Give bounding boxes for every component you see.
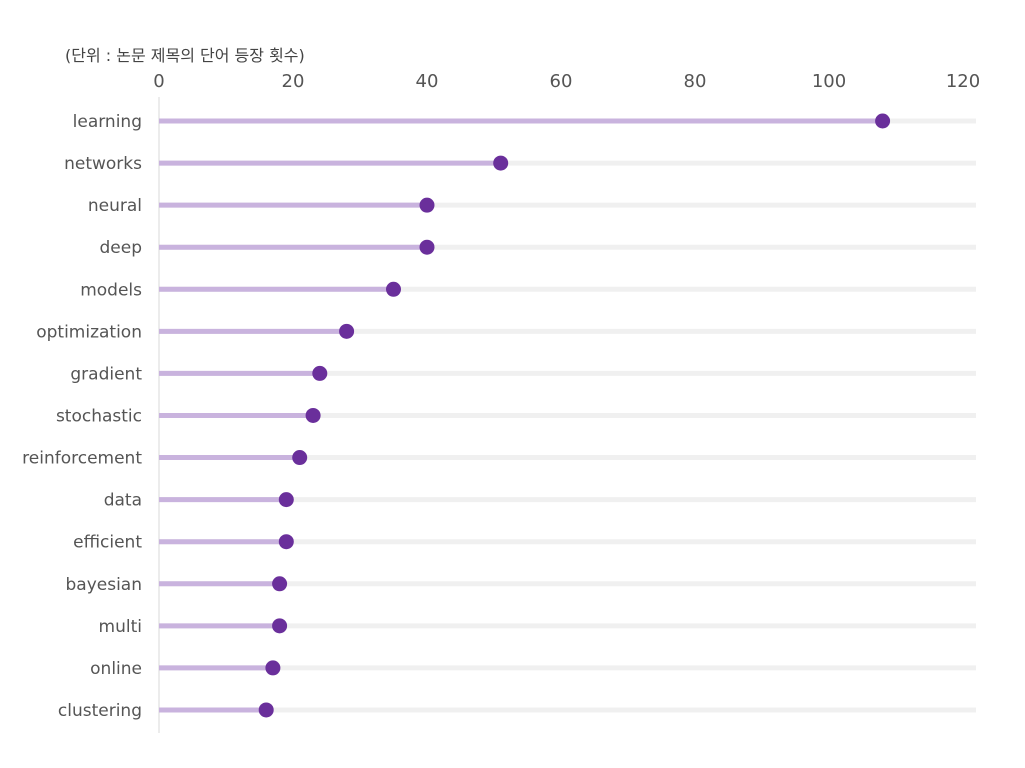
lollipop-dot <box>278 534 294 550</box>
lollipop-dot <box>272 618 288 634</box>
lollipop-dot <box>875 113 891 129</box>
lollipop-dot <box>493 155 509 171</box>
category-label: learning <box>73 112 142 132</box>
lollipop-dot <box>258 702 274 718</box>
lollipop-dot <box>386 281 401 297</box>
lollipop-dot <box>419 197 435 213</box>
category-label: online <box>90 659 142 679</box>
lollipop-dot <box>265 660 281 676</box>
category-label: clustering <box>58 701 142 721</box>
x-tick-label: 0 <box>153 71 164 92</box>
category-label: networks <box>64 154 142 174</box>
category-label: optimization <box>36 322 142 342</box>
x-tick-label: 20 <box>282 71 305 92</box>
category-label: bayesian <box>66 575 143 595</box>
category-label: gradient <box>70 364 142 384</box>
x-tick-label: 120 <box>946 71 980 92</box>
category-label: deep <box>100 238 143 258</box>
category-label: efficient <box>73 533 142 553</box>
category-label: reinforcement <box>22 449 142 469</box>
category-label: models <box>80 280 142 300</box>
lollipop-dot <box>339 323 355 339</box>
x-tick-label: 40 <box>416 71 439 92</box>
lollipop-dot <box>272 576 288 592</box>
unit-label: (단위 : 논문 제목의 단어 등장 횟수) <box>65 46 305 65</box>
lollipop-dot <box>419 239 435 255</box>
x-tick-label: 80 <box>684 71 707 92</box>
lollipop-dot <box>305 407 321 423</box>
x-tick-label: 60 <box>550 71 573 92</box>
category-label: multi <box>99 617 142 637</box>
lollipop-dot <box>312 365 328 381</box>
lollipop-dot <box>292 450 308 466</box>
category-label: data <box>104 491 142 511</box>
category-label: neural <box>88 196 142 216</box>
lollipop-dot <box>278 492 294 508</box>
x-tick-label: 100 <box>812 71 846 92</box>
category-label: stochastic <box>56 406 142 426</box>
